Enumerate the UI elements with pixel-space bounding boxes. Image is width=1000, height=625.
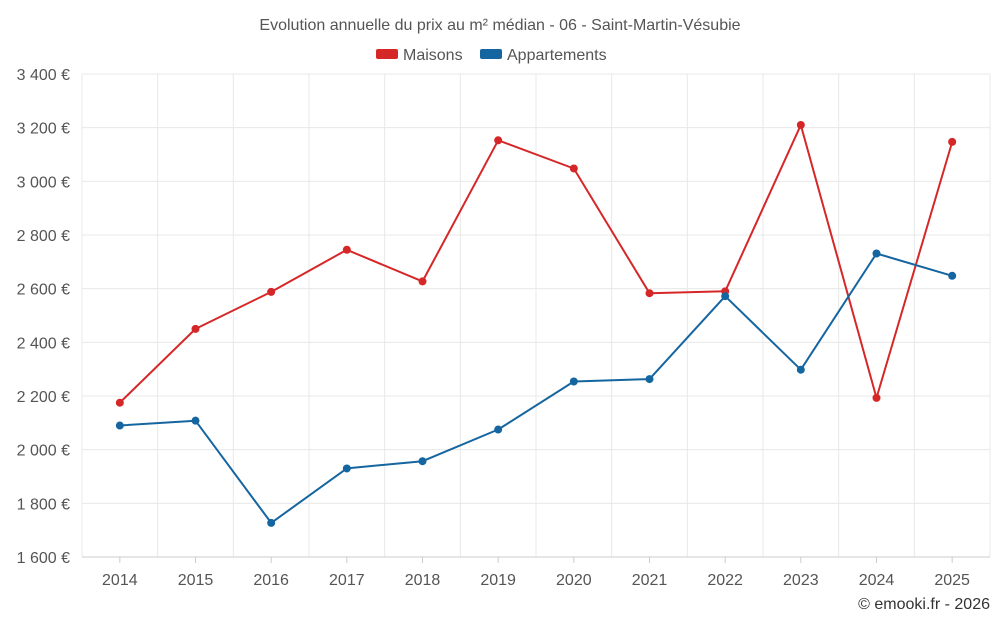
series bbox=[115, 120, 957, 527]
chart-title: Evolution annuelle du prix au m² médian … bbox=[259, 17, 740, 34]
data-point-appartements[interactable] bbox=[267, 518, 276, 527]
credit: © emooki.fr - 2026 bbox=[858, 596, 990, 613]
legend: Maisons Appartements bbox=[376, 47, 607, 64]
y-tick-label: 2 400 € bbox=[17, 335, 70, 352]
x-tick-label: 2024 bbox=[859, 572, 895, 589]
y-tick-label: 2 000 € bbox=[17, 443, 70, 460]
data-point-appartements[interactable] bbox=[191, 416, 200, 425]
legend-swatch-appartements bbox=[480, 49, 502, 59]
data-point-maisons[interactable] bbox=[872, 393, 881, 402]
data-point-maisons[interactable] bbox=[645, 289, 654, 298]
x-tick-label: 2015 bbox=[178, 572, 214, 589]
x-tick-label: 2016 bbox=[253, 572, 289, 589]
legend-label-appartements: Appartements bbox=[507, 47, 607, 64]
x-tick-label: 2025 bbox=[934, 572, 970, 589]
data-point-appartements[interactable] bbox=[721, 292, 730, 301]
data-point-maisons[interactable] bbox=[342, 245, 351, 254]
y-tick-label: 3 200 € bbox=[17, 121, 70, 138]
legend-item-maisons[interactable]: Maisons bbox=[376, 47, 463, 64]
data-point-appartements[interactable] bbox=[569, 377, 578, 386]
x-tick-label: 2014 bbox=[102, 572, 138, 589]
data-point-maisons[interactable] bbox=[418, 277, 427, 286]
data-point-appartements[interactable] bbox=[115, 421, 124, 430]
data-point-appartements[interactable] bbox=[494, 425, 503, 434]
y-tick-label: 1 800 € bbox=[17, 496, 70, 513]
legend-item-appartements[interactable]: Appartements bbox=[480, 47, 607, 64]
data-point-appartements[interactable] bbox=[342, 464, 351, 473]
data-point-maisons[interactable] bbox=[115, 398, 124, 407]
series-line-maisons bbox=[119, 124, 954, 404]
x-tick-label: 2022 bbox=[707, 572, 743, 589]
x-tick-label: 2018 bbox=[405, 572, 441, 589]
y-tick-label: 3 400 € bbox=[17, 67, 70, 84]
series-line-appartements bbox=[119, 252, 953, 524]
data-point-appartements[interactable] bbox=[645, 375, 654, 384]
data-point-maisons[interactable] bbox=[948, 137, 957, 146]
y-tick-label: 1 600 € bbox=[17, 550, 70, 567]
y-tick-label: 2 600 € bbox=[17, 282, 70, 299]
data-point-appartements[interactable] bbox=[948, 271, 957, 280]
data-point-maisons[interactable] bbox=[569, 164, 578, 173]
x-tick-label: 2020 bbox=[556, 572, 592, 589]
x-tick-label: 2021 bbox=[632, 572, 668, 589]
data-point-appartements[interactable] bbox=[796, 365, 805, 374]
data-point-appartements[interactable] bbox=[418, 457, 427, 466]
x-tick-label: 2023 bbox=[783, 572, 819, 589]
x-tick-label: 2019 bbox=[480, 572, 516, 589]
data-point-maisons[interactable] bbox=[494, 136, 503, 145]
legend-label-maisons: Maisons bbox=[403, 47, 463, 64]
x-axis: 2014 2015 2016 2017 2018 2019 2020 2021 2022 2023… bbox=[82, 556, 990, 589]
grid bbox=[81, 73, 991, 557]
data-point-maisons[interactable] bbox=[191, 324, 200, 333]
legend-swatch-maisons bbox=[376, 49, 398, 59]
y-tick-label: 3 000 € bbox=[17, 174, 70, 191]
y-axis: 1 600 € 1 800 € 2 000 € 2 200 € 2 400 € 2 600… bbox=[17, 67, 70, 567]
data-point-maisons[interactable] bbox=[796, 120, 805, 129]
data-point-appartements[interactable] bbox=[872, 249, 881, 258]
data-point-maisons[interactable] bbox=[267, 287, 276, 296]
y-tick-label: 2 200 € bbox=[17, 389, 70, 406]
y-tick-label: 2 800 € bbox=[17, 228, 70, 245]
x-tick-label: 2017 bbox=[329, 572, 365, 589]
